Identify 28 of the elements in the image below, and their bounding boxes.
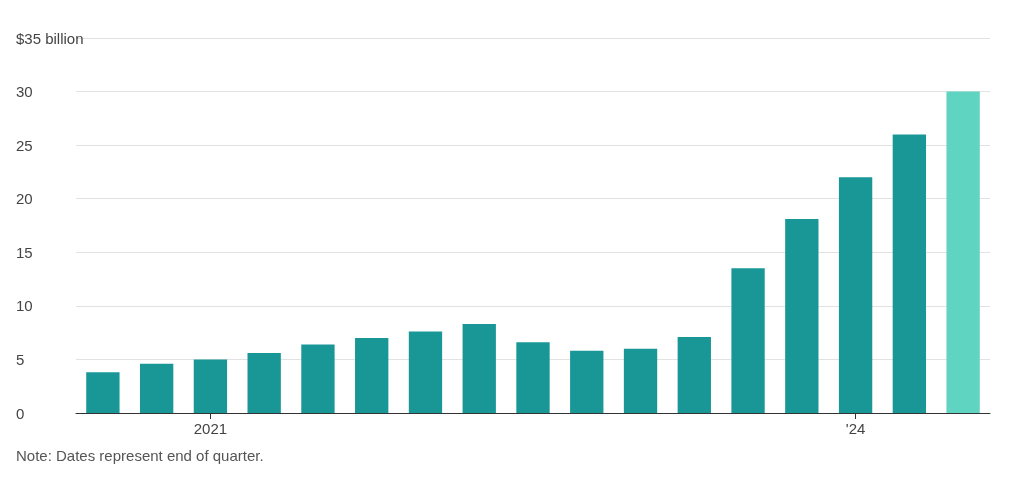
bar <box>946 91 980 413</box>
bar <box>193 359 228 413</box>
bar <box>785 219 819 413</box>
x-tick-label: 2021 <box>193 420 228 437</box>
bar <box>623 348 658 413</box>
y-tick-label: 5 <box>16 350 25 368</box>
bar <box>139 363 174 413</box>
y-tick-label: 20 <box>16 190 33 208</box>
text: Note: Dates represent end of quarter. <box>16 446 265 466</box>
bar <box>892 134 927 413</box>
y-tick-label: 15 <box>16 243 33 261</box>
bar <box>408 331 443 413</box>
bar <box>86 372 120 413</box>
bar <box>462 324 496 413</box>
y-tick-label: $35 billion <box>16 29 84 47</box>
bar <box>247 353 281 413</box>
x-tick-label: '24 <box>845 420 866 437</box>
y-tick-label: 30 <box>16 83 33 101</box>
bar <box>838 177 873 413</box>
bar <box>516 342 550 413</box>
y-tick-label: 25 <box>16 136 33 154</box>
y-tick-label: 0 <box>16 404 25 422</box>
bar <box>355 338 389 413</box>
bar <box>677 336 711 413</box>
bar <box>570 350 604 413</box>
bar <box>731 268 765 413</box>
bar <box>301 344 335 413</box>
y-tick-label: 10 <box>16 297 33 315</box>
